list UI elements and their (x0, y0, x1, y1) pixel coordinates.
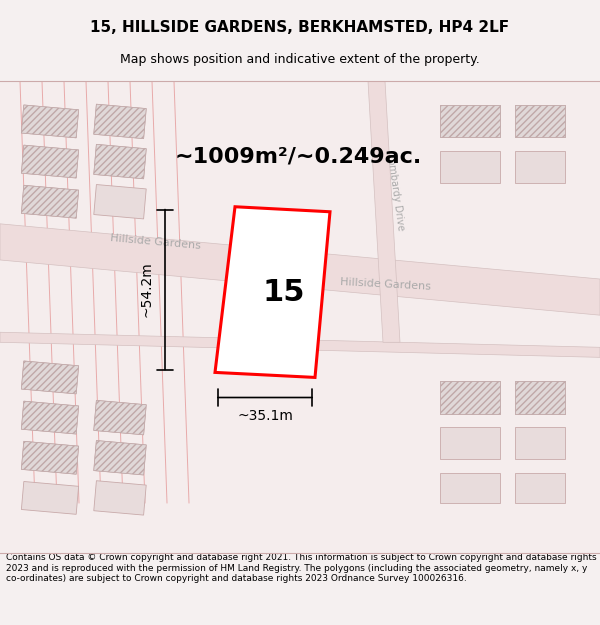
Bar (440, 381, 500, 414)
Text: Map shows position and indicative extent of the property.: Map shows position and indicative extent… (120, 52, 480, 66)
Bar (515, 427, 565, 459)
Bar (440, 151, 500, 182)
Bar (22, 361, 79, 394)
Bar (94, 144, 146, 179)
Text: ~1009m²/~0.249ac.: ~1009m²/~0.249ac. (175, 146, 422, 166)
Text: Hillside Gardens: Hillside Gardens (340, 277, 431, 291)
Text: Lombardy Drive: Lombardy Drive (385, 152, 406, 231)
Bar (515, 151, 565, 182)
Bar (515, 381, 565, 414)
Bar (440, 472, 500, 503)
Bar (94, 401, 146, 435)
Polygon shape (0, 224, 600, 315)
Bar (515, 106, 565, 138)
Bar (440, 106, 500, 138)
Bar (22, 441, 79, 474)
Bar (22, 441, 79, 474)
Bar (94, 441, 146, 475)
Bar (22, 145, 79, 178)
Polygon shape (368, 81, 400, 342)
Bar (515, 106, 565, 138)
Text: Contains OS data © Crown copyright and database right 2021. This information is : Contains OS data © Crown copyright and d… (6, 553, 596, 583)
Bar (22, 481, 79, 514)
Text: Hillside Gardens: Hillside Gardens (110, 233, 202, 251)
Bar (94, 441, 146, 475)
Bar (22, 105, 79, 138)
Bar (22, 105, 79, 138)
Bar (94, 481, 146, 515)
Polygon shape (215, 207, 330, 378)
Bar (94, 144, 146, 179)
Bar (94, 401, 146, 435)
Bar (22, 401, 79, 434)
Bar (22, 401, 79, 434)
Polygon shape (0, 332, 600, 357)
Bar (440, 381, 500, 414)
Bar (94, 184, 146, 219)
Bar (22, 186, 79, 218)
Text: ~54.2m: ~54.2m (140, 262, 154, 318)
Bar (22, 361, 79, 394)
Bar (515, 472, 565, 503)
Bar (22, 145, 79, 178)
Text: 15: 15 (263, 278, 305, 307)
Bar (94, 104, 146, 139)
Text: ~35.1m: ~35.1m (237, 409, 293, 422)
Bar (94, 104, 146, 139)
Text: 15, HILLSIDE GARDENS, BERKHAMSTED, HP4 2LF: 15, HILLSIDE GARDENS, BERKHAMSTED, HP4 2… (91, 20, 509, 35)
Bar (440, 106, 500, 138)
Bar (515, 381, 565, 414)
Bar (22, 186, 79, 218)
Bar (440, 427, 500, 459)
